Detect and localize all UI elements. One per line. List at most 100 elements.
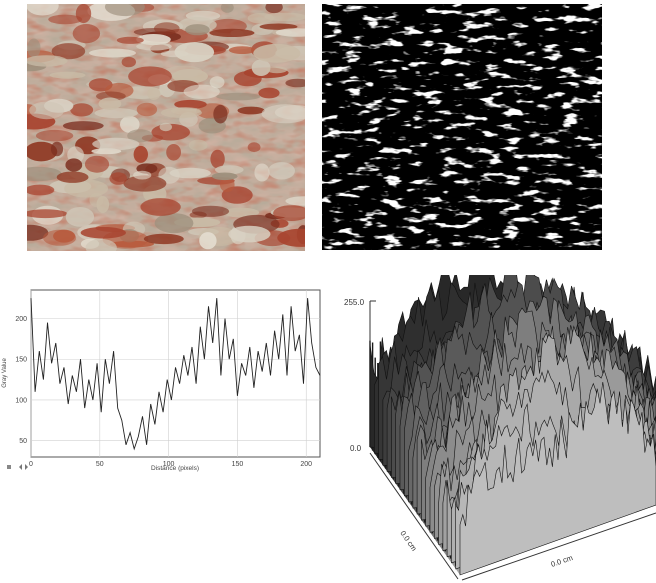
photo-stone: [261, 104, 305, 124]
photo-stone: [94, 108, 138, 119]
photo-stone: [258, 87, 280, 99]
photo-stone: [104, 4, 145, 17]
photo-stone: [147, 87, 161, 101]
photo-stone: [49, 71, 86, 79]
photo-stone: [143, 233, 184, 245]
photo-stone: [183, 84, 220, 100]
photo-stone: [35, 129, 74, 142]
photo-stone: [254, 163, 270, 182]
photo-stone: [92, 137, 140, 151]
photo-stone: [220, 4, 234, 13]
y-axis-label: Gray Value: [2, 358, 8, 388]
photo-stone: [29, 101, 65, 120]
y-tick-label: 150: [15, 357, 27, 364]
x-tick-labels: 0 50 100 150 200: [29, 461, 312, 468]
photo-stone: [121, 56, 136, 68]
photo-stone: [136, 34, 171, 45]
photo-stone: [215, 165, 244, 175]
x-tick-label: 100: [163, 461, 175, 468]
photo-stone: [51, 43, 86, 60]
photo-stone: [174, 42, 215, 63]
plot-frame: [30, 289, 321, 458]
plot-menu-icon[interactable]: [7, 465, 11, 469]
photo-stone: [228, 225, 271, 243]
y-tick-label: 50: [19, 438, 27, 445]
photo-stone: [123, 175, 167, 192]
photo-stone: [98, 97, 122, 110]
photo-stone: [27, 38, 41, 58]
photo-stone: [264, 12, 305, 22]
surface-plot-3d: 255.0 0.0 0.0 cm 0.0 cm: [344, 275, 656, 581]
photo-stone: [237, 106, 265, 115]
photo-stone: [136, 102, 158, 117]
gray-value-profile-plot: 50 100 150 200 0 50 100 150 200 Gray Value Dist…: [2, 289, 321, 472]
photo-stone: [191, 205, 230, 217]
scroll-arrows-icon[interactable]: [19, 464, 28, 470]
y-tick-labels: 50 100 150 200: [15, 316, 27, 445]
photo-stone: [89, 192, 104, 208]
x-axis-label: 0.0 cm: [550, 553, 574, 569]
photo-stone: [159, 122, 172, 132]
photo-stone: [253, 43, 301, 63]
x-axis-label: Distance (pixels): [151, 465, 199, 472]
photo-stones: [27, 4, 305, 251]
photo-stone: [27, 209, 68, 219]
photo-stone: [133, 145, 148, 163]
photo-stone: [120, 115, 140, 133]
photo-stone: [265, 4, 283, 14]
photo-stone: [275, 28, 305, 37]
x-tick-label: 0: [29, 461, 33, 468]
surface-ridges: [369, 275, 656, 576]
x-tick-label: 50: [96, 461, 104, 468]
photo-stone: [210, 149, 225, 169]
photo-stone: [136, 42, 172, 51]
photo-stone: [133, 170, 152, 180]
photo-stone: [48, 14, 83, 25]
photo-stone: [209, 76, 225, 89]
thresholded-binary-image: [322, 4, 602, 250]
photo-stone: [43, 229, 77, 246]
photo-stone: [116, 36, 144, 44]
series-line-gray-value: [30, 298, 321, 451]
photo-stone: [27, 184, 55, 196]
photo-stone: [27, 224, 49, 241]
photo-stone: [185, 24, 210, 36]
photo-stone: [27, 141, 58, 162]
photo-stone: [247, 12, 274, 24]
photo-stone: [70, 103, 94, 117]
binary-white-regions: [322, 4, 602, 250]
stone-wall-photo: [27, 4, 305, 251]
y-axis-label: 0.0 cm: [398, 529, 418, 553]
y-tick-label: 200: [15, 316, 27, 323]
photo-stone: [169, 167, 211, 179]
photo-stone: [247, 142, 261, 153]
y-axis-line: [369, 452, 459, 580]
photo-stone: [85, 239, 117, 251]
surface-ridge: [459, 381, 656, 576]
x-tick-label: 200: [300, 461, 312, 468]
photo-stone: [72, 24, 101, 44]
photo-stone: [127, 129, 153, 143]
plot-grid: [30, 290, 320, 457]
photo-stone: [109, 172, 127, 185]
photo-stone: [251, 59, 271, 76]
photo-stone: [128, 66, 172, 87]
photo-stone: [154, 213, 194, 234]
photo-stone: [96, 91, 126, 101]
x-tick-label: 150: [232, 461, 244, 468]
photo-stone: [199, 232, 217, 250]
photo-stone: [285, 196, 305, 206]
photo-stone: [27, 55, 68, 67]
photo-stone: [160, 107, 202, 118]
y-tick-label: 100: [15, 397, 27, 404]
photo-stone: [174, 99, 207, 109]
x-axis-line: [461, 512, 656, 581]
photo-stone: [266, 66, 288, 74]
z-max-label: 255.0: [344, 298, 365, 307]
photo-stone: [80, 226, 126, 239]
photo-stone: [84, 155, 110, 173]
photo-stone: [228, 46, 256, 54]
photo-stone: [216, 92, 261, 101]
photo-stone: [222, 207, 260, 218]
photo-stone: [213, 104, 228, 124]
